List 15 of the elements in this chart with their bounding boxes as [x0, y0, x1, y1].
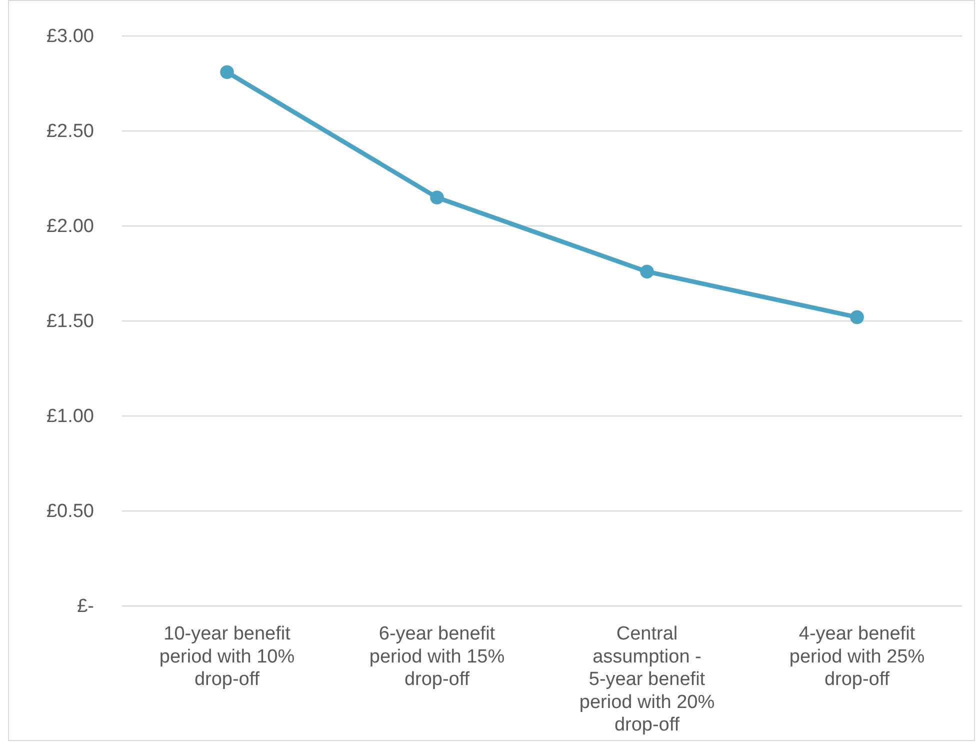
point [220, 65, 234, 79]
point [430, 190, 444, 204]
point [640, 264, 654, 278]
y-tick-label: £1.50 [46, 311, 94, 332]
y-tick-label: £1.00 [46, 406, 94, 428]
x-tick-label: 6-year benefit period with 15% drop-off [369, 623, 505, 690]
y-tick-label: £3.00 [46, 26, 94, 48]
x-tick-label: 4-year benefit period with 25% drop-off [789, 623, 925, 690]
x-tick-label: Central assumption - 5-year benefit period with 20% drop-off [579, 623, 715, 736]
y-tick-label: £2.00 [46, 216, 94, 238]
x-tick-label: 10-year benefit period with 10% drop-off [159, 623, 295, 690]
y-tick-label: £- [77, 596, 94, 618]
point [850, 310, 864, 324]
y-tick-label: £0.50 [46, 501, 94, 522]
y-tick-label: £2.50 [46, 121, 94, 142]
